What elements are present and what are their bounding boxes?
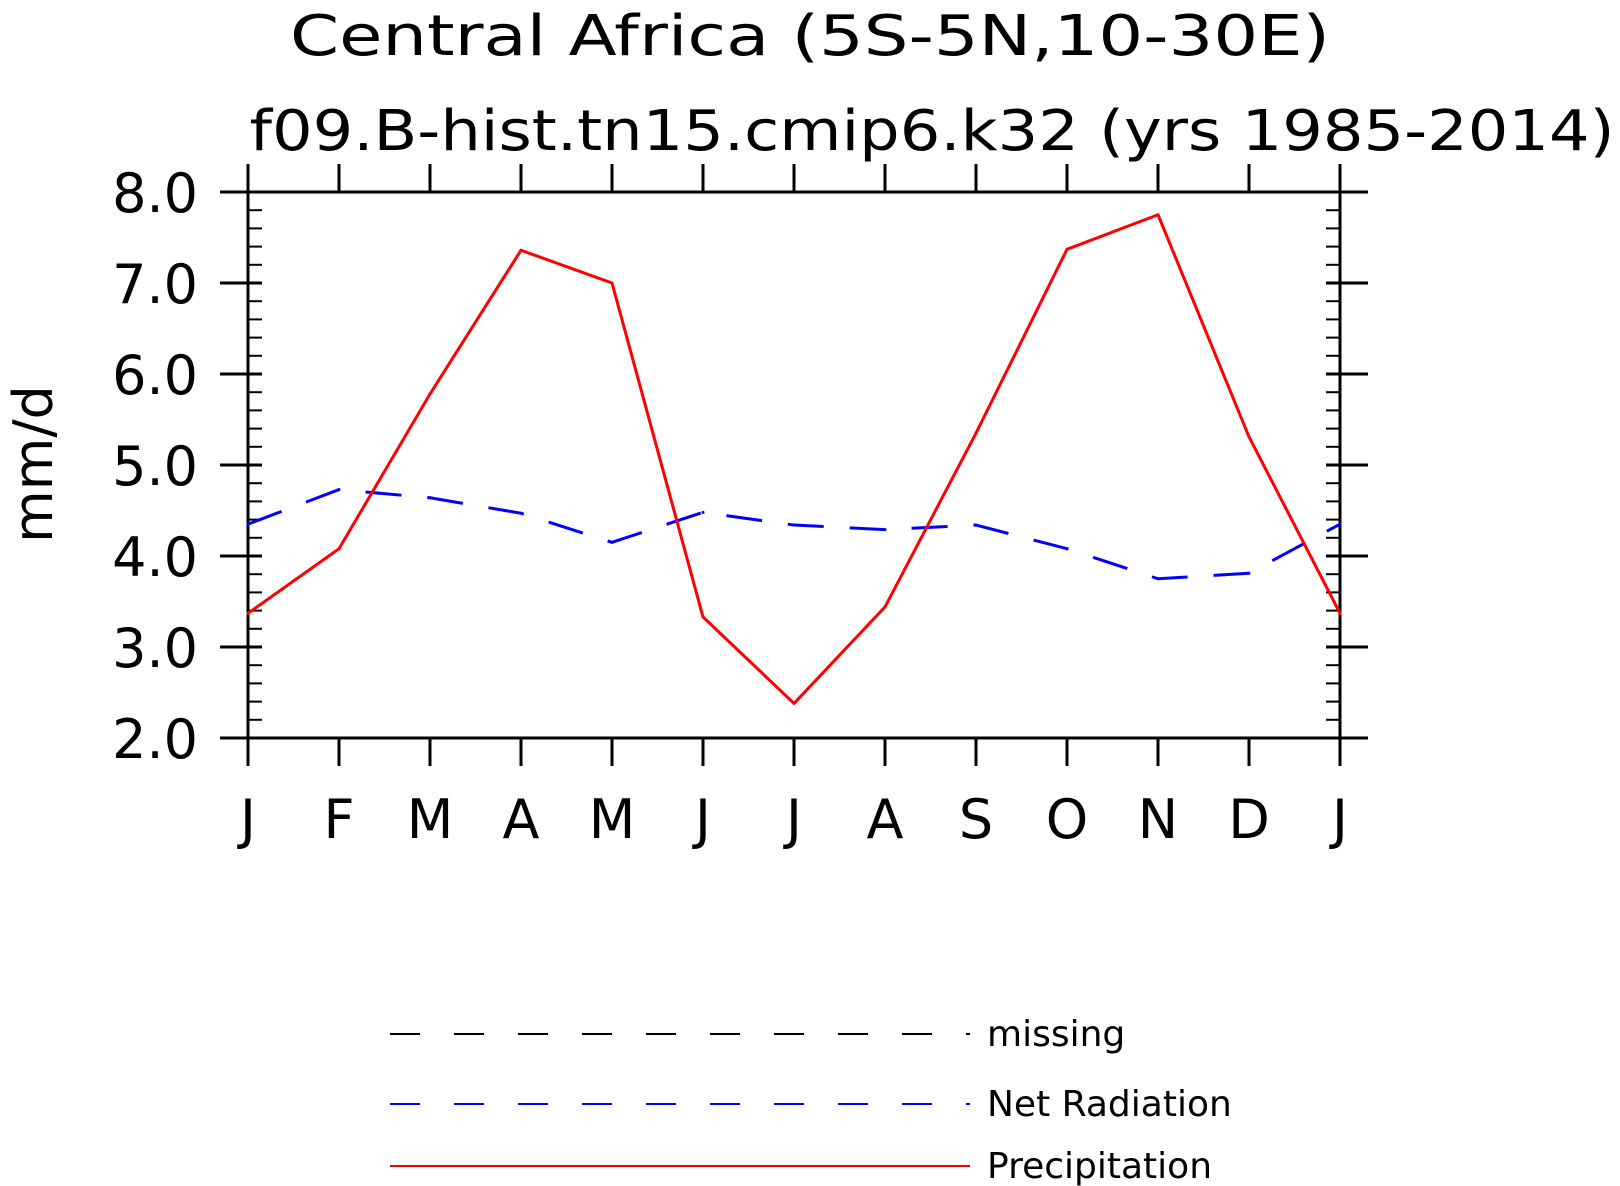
x-tick-label: F	[323, 788, 354, 851]
plot-area: 2.03.04.05.06.07.08.0J F M A M J J A S O N D J	[112, 162, 1368, 851]
y-tick-label: 8.0	[112, 162, 198, 225]
y-tick-label: 7.0	[112, 253, 198, 316]
series-point-2	[428, 392, 432, 396]
series-point-1	[792, 523, 796, 527]
x-tick-label: M	[589, 788, 636, 851]
legend-label-2: Precipitation	[987, 1146, 1212, 1186]
series-point-2	[1156, 213, 1160, 217]
series-point-2	[701, 615, 705, 619]
y-axis-label: mm/d	[2, 385, 65, 543]
x-tick-label: D	[1228, 788, 1270, 851]
series-point-2	[1247, 435, 1251, 439]
series-point-1	[1156, 577, 1160, 581]
legend-label-1: Net Radiation	[987, 1084, 1232, 1125]
y-tick-label: 6.0	[112, 344, 198, 407]
x-tick-label: S	[959, 788, 993, 851]
x-tick-label: A	[503, 788, 540, 851]
series-point-1	[428, 496, 432, 500]
series-point-1	[337, 488, 341, 492]
series-line-2	[247, 213, 1342, 705]
plot-frame	[246, 190, 1342, 740]
y-tick-label: 5.0	[112, 435, 198, 498]
y-tick-label: 4.0	[112, 526, 198, 589]
y-tick-label: 2.0	[112, 708, 198, 771]
series-point-2	[337, 547, 341, 551]
series-point-1	[519, 511, 523, 515]
series-point-2	[1338, 611, 1342, 615]
series-point-1	[1338, 522, 1342, 526]
series-point-1	[701, 510, 705, 514]
x-tick-label: J	[692, 788, 711, 851]
series-point-2	[883, 605, 887, 609]
series-point-2	[246, 611, 250, 615]
chart-subtitle: f09.B-hist.tn15.cmip6.k32 (yrs 1985-2014…	[250, 99, 1615, 164]
x-tick-label: J	[783, 788, 802, 851]
series-point-1	[974, 523, 978, 527]
legend-label-0: missing	[987, 1014, 1125, 1055]
series-point-1	[1247, 571, 1251, 575]
x-tick-label: A	[867, 788, 904, 851]
series-point-2	[792, 701, 796, 705]
series-point-1	[610, 540, 614, 544]
x-tick-label: N	[1138, 788, 1178, 851]
chart-title: Central Africa (5S-5N,10-30E)	[290, 4, 1330, 69]
series-point-2	[519, 248, 523, 252]
series-point-2	[974, 431, 978, 435]
x-tick-label: J	[1329, 788, 1348, 851]
legend: missing Net Radiation Precipitation	[390, 1014, 1232, 1186]
y-tick-label: 3.0	[112, 617, 198, 680]
series-line-1	[247, 488, 1341, 581]
series-point-1	[1065, 547, 1069, 551]
series-point-1	[246, 522, 250, 526]
series-point-1	[883, 528, 887, 532]
series-point-2	[1065, 247, 1069, 251]
x-tick-label: M	[407, 788, 454, 851]
x-tick-label: O	[1046, 788, 1089, 851]
x-tick-label: J	[237, 788, 256, 851]
series-point-2	[610, 281, 614, 285]
